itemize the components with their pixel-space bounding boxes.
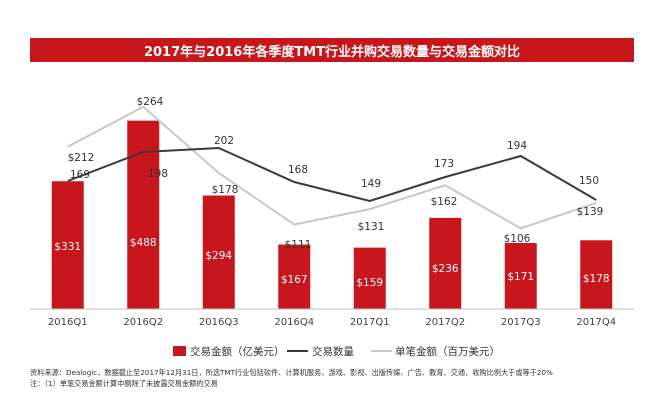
bar-2016Q3 (202, 195, 235, 309)
legend-single-label: 单笔金额（百万美元） (395, 345, 500, 358)
deal-count-label: 194 (507, 140, 527, 152)
bar-2016Q4 (278, 244, 311, 309)
x-tick-label: 2016Q3 (199, 317, 239, 328)
bar-value-label: $488 (130, 237, 157, 249)
deal-count-label: 168 (288, 164, 308, 176)
bar-2017Q4 (580, 240, 613, 309)
legend-bar-label: 交易金额（亿美元） (190, 345, 285, 358)
legend-bar-swatch (173, 346, 186, 356)
bars-layer (51, 120, 613, 309)
x-tick-label: 2016Q2 (123, 317, 163, 328)
deal-count-label: 149 (361, 178, 381, 190)
source-note: 资料来源：Dealogic，数据截止至2017年12月31日，所选TMT行业包括… (30, 368, 553, 377)
deal-count-line (67, 146, 597, 203)
single-amount-label: $139 (577, 206, 604, 218)
single-amount-label: $264 (137, 96, 164, 108)
bar-2017Q3 (504, 242, 537, 309)
lines-layer (67, 105, 597, 230)
chart-title: 2017年与2016年各季度TMT行业并购交易数量与交易金额对比 (30, 38, 634, 62)
single-amount-line (67, 105, 597, 230)
legend: 交易金额（亿美元） 交易数量 单笔金额（百万美元） (173, 345, 500, 358)
bar-value-label: $167 (281, 274, 308, 286)
x-tick-label: 2016Q1 (48, 317, 88, 328)
deal-count-label: 150 (579, 175, 599, 187)
single-amount-label: $131 (358, 221, 385, 233)
single-amount-label: $162 (431, 196, 458, 208)
deal-count-label: 198 (148, 168, 168, 180)
x-tick-label: 2016Q4 (274, 317, 314, 328)
bar-value-label: $159 (356, 277, 383, 289)
single-amount-label: $106 (504, 233, 531, 245)
single-amount-label: $212 (68, 152, 95, 164)
x-tick-label: 2017Q2 (425, 317, 465, 328)
bar-2017Q2 (429, 217, 462, 309)
deal-count-label: 169 (70, 169, 90, 181)
bar-2016Q1 (51, 181, 84, 309)
labels-layer: $331 $488 $294 $167 $159 $236 $171 $178 169 198 20… (54, 96, 609, 289)
bar-value-label: $294 (205, 250, 232, 262)
single-amount-label: $111 (285, 239, 312, 251)
bar-value-label: $171 (507, 271, 534, 283)
footnote: 注：（1）单笔交易金额计算中剔除了未披露交易金额的交易 (30, 379, 218, 388)
x-tick-label: 2017Q3 (501, 317, 541, 328)
x-tick-label: 2017Q4 (576, 317, 616, 328)
bar-value-label: $236 (432, 263, 459, 275)
legend-count-label: 交易数量 (312, 345, 354, 358)
bar-value-label: $178 (583, 273, 610, 285)
deal-count-label: 173 (434, 158, 454, 170)
single-amount-label: $178 (212, 184, 239, 196)
bar-value-label: $331 (54, 241, 81, 253)
deal-count-label: 202 (214, 135, 234, 147)
bar-2017Q1 (353, 247, 386, 309)
x-axis: 2016Q1 2016Q2 2016Q3 2016Q4 2017Q1 2017Q2 2017… (30, 308, 634, 328)
bar-2016Q2 (127, 120, 160, 309)
x-tick-label: 2017Q1 (350, 317, 390, 328)
